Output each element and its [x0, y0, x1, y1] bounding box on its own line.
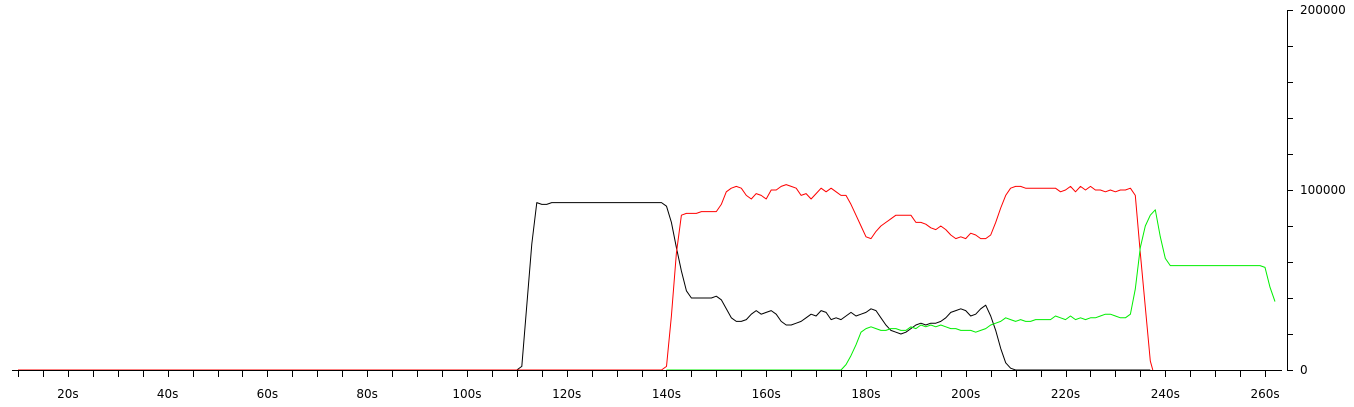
- x-tick-label: 220s: [1051, 387, 1080, 401]
- x-tick-label: 60s: [257, 387, 279, 401]
- series-line-3: [666, 209, 1276, 371]
- y-axis-ticks: 0 100000 200000: [1287, 3, 1346, 377]
- y-tick-label: 0: [1300, 363, 1308, 377]
- x-tick-label: 80s: [356, 387, 378, 401]
- series-line-1: [18, 202, 1151, 371]
- y-tick-label: 200000: [1300, 3, 1346, 17]
- x-axis-ticks: 20s 40s 60s 80s 100s 120s 140s 160s 180s 200s 220s…: [18, 370, 1280, 401]
- x-tick-label: 20s: [57, 387, 79, 401]
- series-line-2: [18, 184, 1154, 371]
- x-tick-label: 40s: [157, 387, 179, 401]
- x-tick-label: 120s: [552, 387, 581, 401]
- series-layer: [18, 184, 1276, 371]
- x-tick-label: 200s: [951, 387, 980, 401]
- x-tick-label: 240s: [1151, 387, 1180, 401]
- x-tick-label: 160s: [752, 387, 781, 401]
- x-tick-label: 260s: [1250, 387, 1279, 401]
- x-tick-label: 100s: [452, 387, 481, 401]
- x-tick-label: 140s: [652, 387, 681, 401]
- y-tick-label: 100000: [1300, 183, 1346, 197]
- x-tick-label: 180s: [851, 387, 880, 401]
